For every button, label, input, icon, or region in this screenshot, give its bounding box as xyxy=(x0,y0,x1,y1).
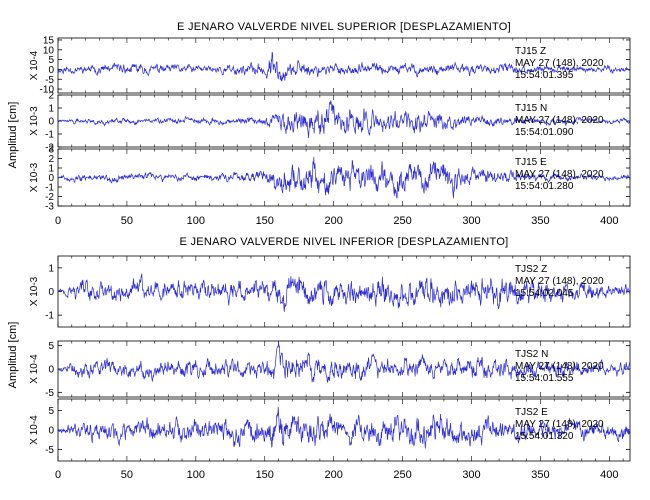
y-tick-label: -10 xyxy=(40,85,55,96)
waveform-series xyxy=(57,52,631,82)
x-tick-label: 150 xyxy=(256,469,274,481)
chart-inferior: E JENARO VALVERDE NIVEL INFERIOR [DESPLA… xyxy=(7,236,631,481)
x-tick-label: 100 xyxy=(187,469,205,481)
y-tick-label: -2 xyxy=(45,143,54,154)
y-tick-label: 5 xyxy=(48,406,54,417)
y-tick-label: -1 xyxy=(45,311,54,322)
y-tick-label: 1 xyxy=(48,104,54,115)
record-date: MAY 27 (148), 2020 xyxy=(515,169,604,180)
scale-factor-label: X 10-4 xyxy=(29,415,40,445)
y-tick-label: 0 xyxy=(48,65,54,76)
record-time: 15:54:02.045 xyxy=(515,288,574,299)
x-tick-label: 200 xyxy=(324,469,342,481)
x-tick-label: 50 xyxy=(121,215,133,227)
x-tick-label: 350 xyxy=(531,469,549,481)
record-date: MAY 27 (148), 2020 xyxy=(515,361,604,372)
panel-frame xyxy=(57,37,631,94)
y-tick-label: -1 xyxy=(45,130,54,141)
chart-superior: E JENARO VALVERDE NIVEL SUPERIOR [DESPLA… xyxy=(7,21,631,227)
station-name: TJS2 Z xyxy=(515,264,547,275)
x-tick-label: 400 xyxy=(600,215,618,227)
chart-title: E JENARO VALVERDE NIVEL INFERIOR [DESPLA… xyxy=(179,236,508,248)
y-tick-label: 0 xyxy=(48,365,54,376)
record-time: 15:54:01.320 xyxy=(515,431,574,442)
scale-factor-label: X 10-4 xyxy=(29,354,40,384)
y-tick-label: -5 xyxy=(45,445,54,456)
y-tick-label: 2 xyxy=(48,91,54,102)
x-tick-label: 150 xyxy=(256,215,274,227)
x-tick-label: 0 xyxy=(55,469,61,481)
x-tick-label: 300 xyxy=(462,215,480,227)
station-name: TJS2 N xyxy=(515,349,548,360)
waveform-series xyxy=(57,273,631,312)
y-tick-label: 10 xyxy=(43,45,55,56)
record-time: 15:54:01.090 xyxy=(515,127,574,138)
chart-title: E JENARO VALVERDE NIVEL SUPERIOR [DESPLA… xyxy=(177,21,511,33)
record-date: MAY 27 (148), 2020 xyxy=(515,419,604,430)
scale-factor-label: X 10-3 xyxy=(29,162,40,192)
x-tick-label: 50 xyxy=(121,469,133,481)
y-tick-label: -5 xyxy=(45,388,54,399)
y-tick-label: 5 xyxy=(48,55,54,66)
record-date: MAY 27 (148), 2020 xyxy=(515,276,604,287)
y-tick-label: 0 xyxy=(48,173,54,184)
y-tick-label: -5 xyxy=(45,75,54,86)
station-name: TJ15 Z xyxy=(515,46,546,57)
waveform-series xyxy=(57,341,631,384)
y-tick-label: 3 xyxy=(48,145,54,156)
y-tick-label: 0 xyxy=(48,287,54,298)
y-tick-label: 2 xyxy=(48,154,54,165)
waveform-series xyxy=(57,100,631,139)
y-tick-label: 1 xyxy=(48,164,54,175)
y-axis-label: Amplitud [cm] xyxy=(7,322,19,389)
y-tick-label: 15 xyxy=(43,35,55,46)
waveform-series xyxy=(57,406,631,449)
record-time: 15:54:01.395 xyxy=(515,70,574,81)
y-tick-label: 0 xyxy=(48,117,54,128)
record-time: 15:54:01.555 xyxy=(515,373,574,384)
x-tick-label: 100 xyxy=(187,215,205,227)
y-tick-label: 1 xyxy=(48,263,54,274)
station-name: TJ15 N xyxy=(515,103,547,114)
y-tick-label: -2 xyxy=(45,192,54,203)
y-axis-label: Amplitud [cm] xyxy=(7,102,19,169)
station-name: TJ15 E xyxy=(515,157,547,168)
y-tick-label: 0 xyxy=(48,426,54,437)
waveform-series xyxy=(57,156,631,199)
x-tick-label: 350 xyxy=(531,215,549,227)
x-tick-label: 0 xyxy=(55,215,61,227)
y-tick-label: 5 xyxy=(48,341,54,352)
station-name: TJS2 E xyxy=(515,407,548,418)
scale-factor-label: X 10-4 xyxy=(29,50,40,80)
x-tick-label: 250 xyxy=(393,469,411,481)
y-tick-label: -3 xyxy=(45,202,54,213)
scale-factor-label: X 10-3 xyxy=(29,276,40,306)
y-tick-label: -1 xyxy=(45,183,54,194)
record-date: MAY 27 (148), 2020 xyxy=(515,115,604,126)
record-date: MAY 27 (148), 2020 xyxy=(515,58,604,69)
x-tick-label: 400 xyxy=(600,469,618,481)
scale-factor-label: X 10-3 xyxy=(29,106,40,136)
x-tick-label: 200 xyxy=(324,215,342,227)
x-tick-label: 250 xyxy=(393,215,411,227)
x-tick-label: 300 xyxy=(462,469,480,481)
record-time: 15:54:01.280 xyxy=(515,181,574,192)
